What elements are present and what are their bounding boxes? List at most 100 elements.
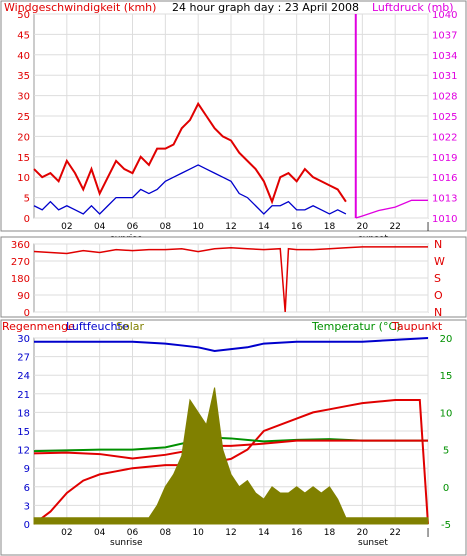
wind-xtick-label: | (426, 222, 429, 232)
rain-ytick-label: 30 (17, 334, 30, 345)
pressure-ytick-label: 1028 (432, 92, 457, 103)
climate-xtick-label: 12 (225, 528, 236, 538)
direction-ytick-label: 360 (11, 240, 30, 251)
humidity-series-line (34, 337, 429, 353)
temperature-ytick-label: 0 (443, 483, 449, 494)
compass-label: N (434, 306, 442, 319)
wind-ytick-label: 15 (17, 153, 30, 164)
pressure-series-line (355, 199, 428, 219)
pressure-ytick-label: 1037 (432, 30, 457, 41)
rain-ytick-label: 3 (24, 501, 30, 512)
climate-panel: 036912151821242730-505101520010203040506… (0, 319, 467, 556)
compass-label: O (434, 289, 443, 302)
temperature-ytick-label: 15 (440, 371, 453, 382)
climate-xtick-label: | (426, 528, 429, 538)
rain-axis-label: Regenmenge (2, 320, 75, 333)
rain-ytick-label: 0 (24, 520, 30, 531)
climate-series-layer (33, 337, 429, 525)
direction-series-line (33, 246, 428, 313)
gust-series-line (33, 101, 347, 205)
climate-xtick-label: 02 (61, 528, 72, 538)
wind-ytick-label: 40 (17, 51, 30, 62)
climate-xtick-label: 20 (357, 528, 369, 538)
wind-ytick-label: 0 (24, 214, 30, 225)
pressure-ytick-label: 1040 (432, 10, 457, 21)
dewpoint-axis-label: Taupunkt (391, 320, 443, 333)
pressure-ytick-label: 1022 (432, 132, 457, 143)
pressure-ytick-label: 1010 (432, 214, 457, 225)
pressure-ytick-label: 1019 (432, 153, 457, 164)
wind-xtick-label: 20 (357, 222, 369, 232)
wind-xtick-label: 18 (324, 222, 336, 232)
direction-series-layer (33, 246, 428, 313)
climate-xtick-label: 06 (127, 528, 139, 538)
direction-ytick-label: 180 (11, 274, 30, 285)
direction-ytick-label: 0 (24, 308, 30, 319)
pressure-axis-label: Luftdruck (mb) (372, 1, 454, 14)
rain-ytick-label: 27 (17, 353, 30, 364)
wind-ytick-label: 5 (24, 194, 30, 205)
wind-series-layer (33, 14, 428, 219)
compass-label: N (434, 238, 442, 251)
climate-xtick-label: 04 (94, 528, 106, 538)
rain-ytick-label: 6 (24, 483, 30, 494)
pressure-ytick-label: 1025 (432, 112, 457, 123)
wind-xtick-label: 16 (291, 222, 303, 232)
climate-xtick-label: 18 (324, 528, 336, 538)
wind-xtick-label: 06 (127, 222, 139, 232)
wind-axis-label: Windgeschwindigkeit (kmh) (4, 1, 156, 14)
wind-ytick-label: 30 (17, 92, 30, 103)
humidity-axis-label: Luftfeuchte (66, 320, 129, 333)
mean-series-line (33, 164, 347, 215)
pressure-ytick-label: 1034 (432, 51, 457, 62)
wind-xtick-label: 12 (225, 222, 236, 232)
wind-ytick-label: 50 (17, 10, 30, 21)
sunset-label-bottom: sunset (358, 538, 388, 548)
rain-ytick-label: 18 (17, 408, 30, 419)
climate-xtick-label: 14 (258, 528, 270, 538)
solar-area (33, 387, 429, 525)
temperature-ytick-label: 5 (443, 446, 449, 457)
climate-xtick-label: 10 (192, 528, 204, 538)
direction-ytick-label: 270 (11, 257, 30, 268)
rain-ytick-label: 9 (24, 464, 30, 475)
compass-label: W (434, 255, 445, 268)
rain-ytick-label: 12 (17, 446, 30, 457)
wind-ytick-label: 20 (17, 132, 30, 143)
wind-xtick-label: 14 (258, 222, 270, 232)
chart-title: 24 hour graph day : 23 April 2008 (172, 1, 359, 14)
wind-ytick-label: 35 (17, 71, 30, 82)
wind-ytick-label: 10 (17, 173, 30, 184)
wind-ytick-label: 45 (17, 30, 30, 41)
temperature-axis-label: Temperatur (°C) (311, 320, 400, 333)
solar-axis-label: Solar (116, 320, 145, 333)
wind-grid: 0510152025303540455010101013101610191022… (17, 10, 457, 232)
wind-xtick-label: 08 (160, 222, 172, 232)
wind-pressure-panel: 0510152025303540455010101013101610191022… (0, 0, 467, 244)
sunrise-label-bottom: sunrise (110, 538, 143, 548)
climate-xtick-label: 16 (291, 528, 303, 538)
temperature-ytick-label: 20 (440, 334, 453, 345)
temperature-ytick-label: -5 (441, 520, 451, 531)
rain-ytick-label: 24 (17, 371, 30, 382)
wind-xtick-label: 04 (94, 222, 106, 232)
climate-xtick-label: 22 (389, 528, 400, 538)
direction-ytick-label: 90 (17, 291, 30, 302)
wind-xtick-label: 02 (61, 222, 72, 232)
pressure-ytick-label: 1013 (432, 194, 457, 205)
wind-xtick-label: 22 (389, 222, 400, 232)
rain-ytick-label: 15 (17, 427, 30, 438)
temperature-ytick-label: 10 (440, 408, 453, 419)
wind-xtick-label: 10 (192, 222, 204, 232)
compass-label: S (434, 272, 441, 285)
wind-ytick-label: 25 (17, 112, 30, 123)
pressure-ytick-label: 1031 (432, 71, 457, 82)
rain-ytick-label: 21 (17, 390, 30, 401)
rain-series-line (33, 399, 429, 525)
pressure-ytick-label: 1016 (432, 173, 457, 184)
climate-xtick-label: 08 (160, 528, 172, 538)
